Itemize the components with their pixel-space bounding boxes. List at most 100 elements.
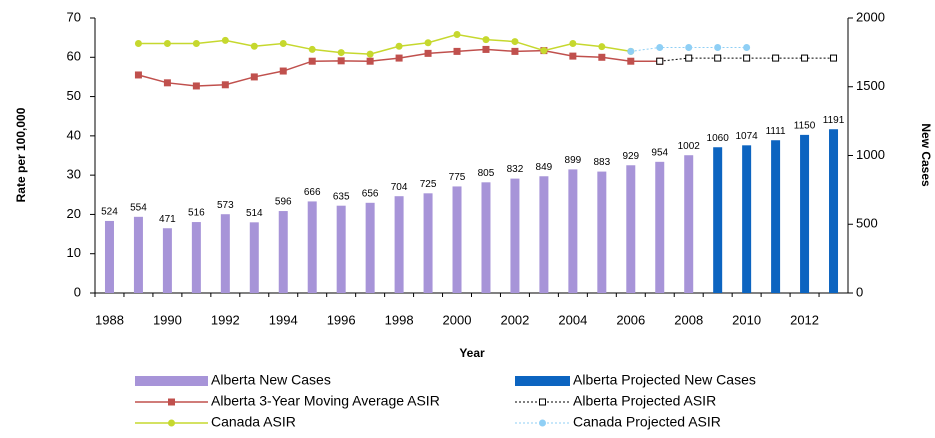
data-label: 635 (333, 191, 350, 202)
line-marker (337, 57, 345, 65)
data-label: 516 (188, 208, 205, 219)
line-marker (569, 52, 577, 60)
data-label: 1150 (794, 121, 816, 132)
data-label: 1111 (766, 126, 786, 137)
y-tick-label: 60 (67, 49, 81, 64)
bar (423, 193, 433, 293)
line-marker (743, 43, 751, 51)
y-tick-label: 50 (67, 88, 81, 103)
line (630, 46, 747, 52)
bar (800, 134, 810, 293)
y-tick-label: 70 (67, 9, 81, 24)
data-label: 596 (275, 197, 292, 208)
line-marker (221, 81, 229, 89)
x-tick-label: 2008 (674, 312, 703, 327)
line-marker (366, 50, 374, 58)
line-marker (511, 47, 519, 55)
y2-tick-label: 1500 (856, 78, 885, 93)
legend-label: Alberta Projected ASIR (573, 393, 716, 409)
data-label: 666 (304, 187, 321, 198)
line-marker (598, 43, 606, 51)
bar (278, 211, 288, 293)
line-marker (308, 57, 316, 65)
legend-marker (539, 398, 546, 406)
data-label: 899 (565, 155, 582, 166)
line-marker (250, 73, 258, 81)
bar (452, 186, 462, 293)
line-marker (656, 43, 664, 51)
data-label: 929 (622, 151, 639, 162)
line-marker (424, 39, 432, 47)
legend-label: Canada ASIR (211, 414, 296, 430)
data-label: 1074 (736, 131, 759, 142)
y2-tick-label: 500 (856, 216, 878, 231)
line-marker (337, 49, 345, 57)
x-tick-label: 1996 (327, 312, 356, 327)
bar (133, 216, 143, 293)
line-marker (511, 38, 519, 46)
data-label: 554 (130, 202, 147, 213)
data-label: 725 (420, 179, 437, 190)
y-tick-label: 10 (67, 245, 81, 260)
data-label: 1060 (707, 133, 730, 144)
data-label: 704 (391, 182, 408, 193)
x-tick-label: 2000 (443, 312, 472, 327)
y2-tick-label: 2000 (856, 9, 885, 24)
line-marker (192, 82, 200, 90)
data-label: 883 (593, 157, 610, 168)
bar (597, 171, 607, 293)
x-tick-label: 1992 (211, 312, 240, 327)
bar (365, 202, 375, 293)
legend-label: Canada Projected ASIR (573, 414, 721, 430)
x-tick-label: 2012 (790, 312, 819, 327)
legend-swatch (515, 376, 570, 386)
y-tick-label: 30 (67, 167, 81, 182)
bar (307, 201, 317, 293)
y-tick-label: 0 (74, 284, 81, 299)
x-tick-label: 2010 (732, 312, 761, 327)
line-marker (656, 57, 664, 65)
data-label: 514 (246, 208, 263, 219)
legend-swatch (135, 376, 208, 386)
bar (336, 205, 346, 293)
data-label: 1191 (823, 115, 845, 126)
x-tick-label: 1988 (95, 312, 124, 327)
data-label: 775 (449, 172, 466, 183)
line-marker (366, 57, 374, 65)
line (138, 33, 631, 55)
data-label: 573 (217, 200, 234, 211)
x-tick-label: 1990 (153, 312, 182, 327)
line-marker (250, 42, 258, 50)
line-marker (134, 71, 142, 79)
line-marker (453, 31, 461, 38)
data-label: 524 (101, 207, 118, 218)
legend-marker (168, 419, 175, 427)
legend-marker (168, 398, 175, 406)
data-label: 849 (536, 162, 553, 173)
line-marker (830, 54, 838, 62)
line-marker (598, 53, 606, 61)
bar (104, 220, 114, 293)
line-marker (801, 54, 809, 62)
bar (191, 222, 201, 293)
legend-label: Alberta New Cases (211, 372, 331, 388)
line-marker (221, 36, 229, 44)
bar (249, 222, 259, 293)
x-tick-label: 2006 (616, 312, 645, 327)
line-marker (279, 67, 287, 75)
line-marker (569, 40, 577, 48)
line-marker (540, 47, 548, 55)
y-tick-label: 40 (67, 127, 81, 142)
data-label: 805 (478, 168, 495, 179)
bar (742, 145, 752, 293)
line-marker (685, 43, 693, 51)
x-tick-label: 1994 (269, 312, 298, 327)
line-marker (308, 45, 316, 53)
line-marker (453, 47, 461, 55)
bar (655, 161, 665, 293)
bar (162, 228, 172, 293)
line-marker (772, 54, 780, 62)
line-marker (163, 40, 171, 48)
